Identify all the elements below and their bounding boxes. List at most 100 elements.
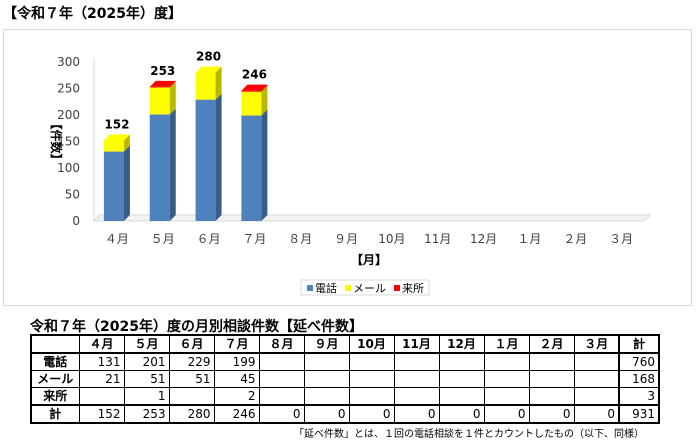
table-cell [573,387,620,406]
legend-swatch-メール [345,285,351,291]
bar-segment-メール-side [123,134,130,152]
x-tick-label: ４月 [105,232,129,246]
table-cell [528,352,575,371]
table-cell [393,370,440,388]
legend-swatch-来所 [394,285,400,291]
legend-label-来所: 来所 [402,282,424,295]
bar-total-label: 246 [242,68,267,82]
table-cell [393,352,440,371]
table-cell: 152 [78,404,125,424]
table-month-header: ３月 [573,334,620,354]
bar-segment-メール-front [149,87,170,115]
bar-segment-電話-side [123,145,130,221]
legend-label-メール: メール [353,282,386,295]
table-cell: 0 [348,404,395,424]
bar-top-face [149,80,176,87]
table-cell [483,370,530,388]
y-tick-label: 300 [57,55,80,69]
bar-segment-来所-side [169,80,176,88]
table-cell: 51 [123,370,170,388]
table-title: 令和７年（2025年）度の月別相談件数【延べ件数】 [30,319,363,335]
table-cell: 246 [213,404,260,424]
table-cell [258,387,305,406]
bar-segment-メール-side [261,85,268,116]
table-row-label: 電話 [30,352,80,371]
table-cell [258,352,305,371]
chart-frame: 0 50 100 150 200 250 300 【件数】 ４月 ５月 ６月 ７月 ８月 ９月 10月 11月… [3,29,692,306]
bar-segment-電話-front [103,151,124,221]
table-cell: 0 [573,404,620,424]
table-cell: 0 [483,404,530,424]
table-month-header: ４月 [78,334,125,354]
y-tick-label: 100 [57,161,80,175]
bar-segment-電話-front [149,114,170,221]
table-cell [348,352,395,371]
bar-total-label: 152 [104,117,129,131]
table-row-total: 760 [618,352,660,371]
legend-box [300,279,430,296]
y-tick-label: 150 [57,135,80,149]
table-row-total: 168 [618,370,660,388]
table-cell [393,387,440,406]
table-cell [528,387,575,406]
table-cell: 229 [168,352,215,371]
x-tick-label: ８月 [288,232,312,246]
x-tick-label: ９月 [334,232,358,246]
table-row: 計 152 253 280 246 0 0 0 0 0 0 0 0 931 [30,404,660,424]
y-tick-label: 250 [57,82,80,96]
table-cell: 0 [303,404,350,424]
bar-segment-電話-side [215,93,222,221]
bar-total-label: 253 [150,64,175,78]
table-cell [303,352,350,371]
table-month-header: １月 [483,334,530,354]
bar-segment-来所-front [241,90,262,92]
table-cell: 2 [213,387,260,406]
table-cell: 253 [123,404,170,424]
bar-top-face [195,66,222,73]
table-cell [573,370,620,388]
table-cell [528,370,575,388]
table-row-label: 計 [30,404,80,424]
x-tick-label: ６月 [197,232,221,246]
table-cell [303,387,350,406]
x-axis-label: 【月】 [351,252,387,267]
table-total-header: 計 [618,334,660,354]
x-tick-label: 10月 [378,232,405,246]
table-cell [258,370,305,388]
table-cell [483,352,530,371]
table-month-header: ８月 [258,334,305,354]
y-tick-label: 50 [65,188,80,202]
x-tick-label: ３月 [609,232,633,246]
table-row-total: 3 [618,387,660,406]
chart-floor [92,214,652,222]
table-cell: 21 [78,370,125,388]
table-row-label: 来所 [30,387,80,406]
table-cell: 1 [123,387,170,406]
table-cell [438,387,485,406]
table-row-label: メール [30,370,80,388]
table-month-header: ６月 [168,334,215,354]
table-row: メール 21 51 51 45 168 [30,370,660,388]
x-tick-label: ７月 [242,232,266,246]
table-row: 電話 131 201 229 199 760 [30,352,660,371]
table-header-row: ４月 ５月 ６月 ７月 ８月 ９月 10月 11月 12月 １月 ２月 ３月計 [30,334,660,354]
bar-top-face [241,84,268,91]
x-tick-label: ２月 [563,232,587,246]
table-cell: 280 [168,404,215,424]
table-corner-cell [30,334,80,354]
table-month-header: ５月 [123,334,170,354]
table-cell: 199 [213,352,260,371]
y-tick-label: 200 [57,108,80,122]
bar-segment-来所-side [261,84,268,92]
y-tick-label: 0 [72,214,80,228]
table-cell [303,370,350,388]
table-cell [483,387,530,406]
table-cell [348,387,395,406]
bar-segment-メール-front [241,91,262,116]
table-cell [438,370,485,388]
legend-label-電話: 電話 [315,281,337,295]
monthly-consultation-table: ４月 ５月 ６月 ７月 ８月 ９月 10月 11月 12月 １月 ２月 ３月計 電話 131 201 229… [30,334,660,424]
bar-top-face [103,134,130,141]
table-month-header: 11月 [393,334,440,354]
table-cell: 0 [393,404,440,424]
